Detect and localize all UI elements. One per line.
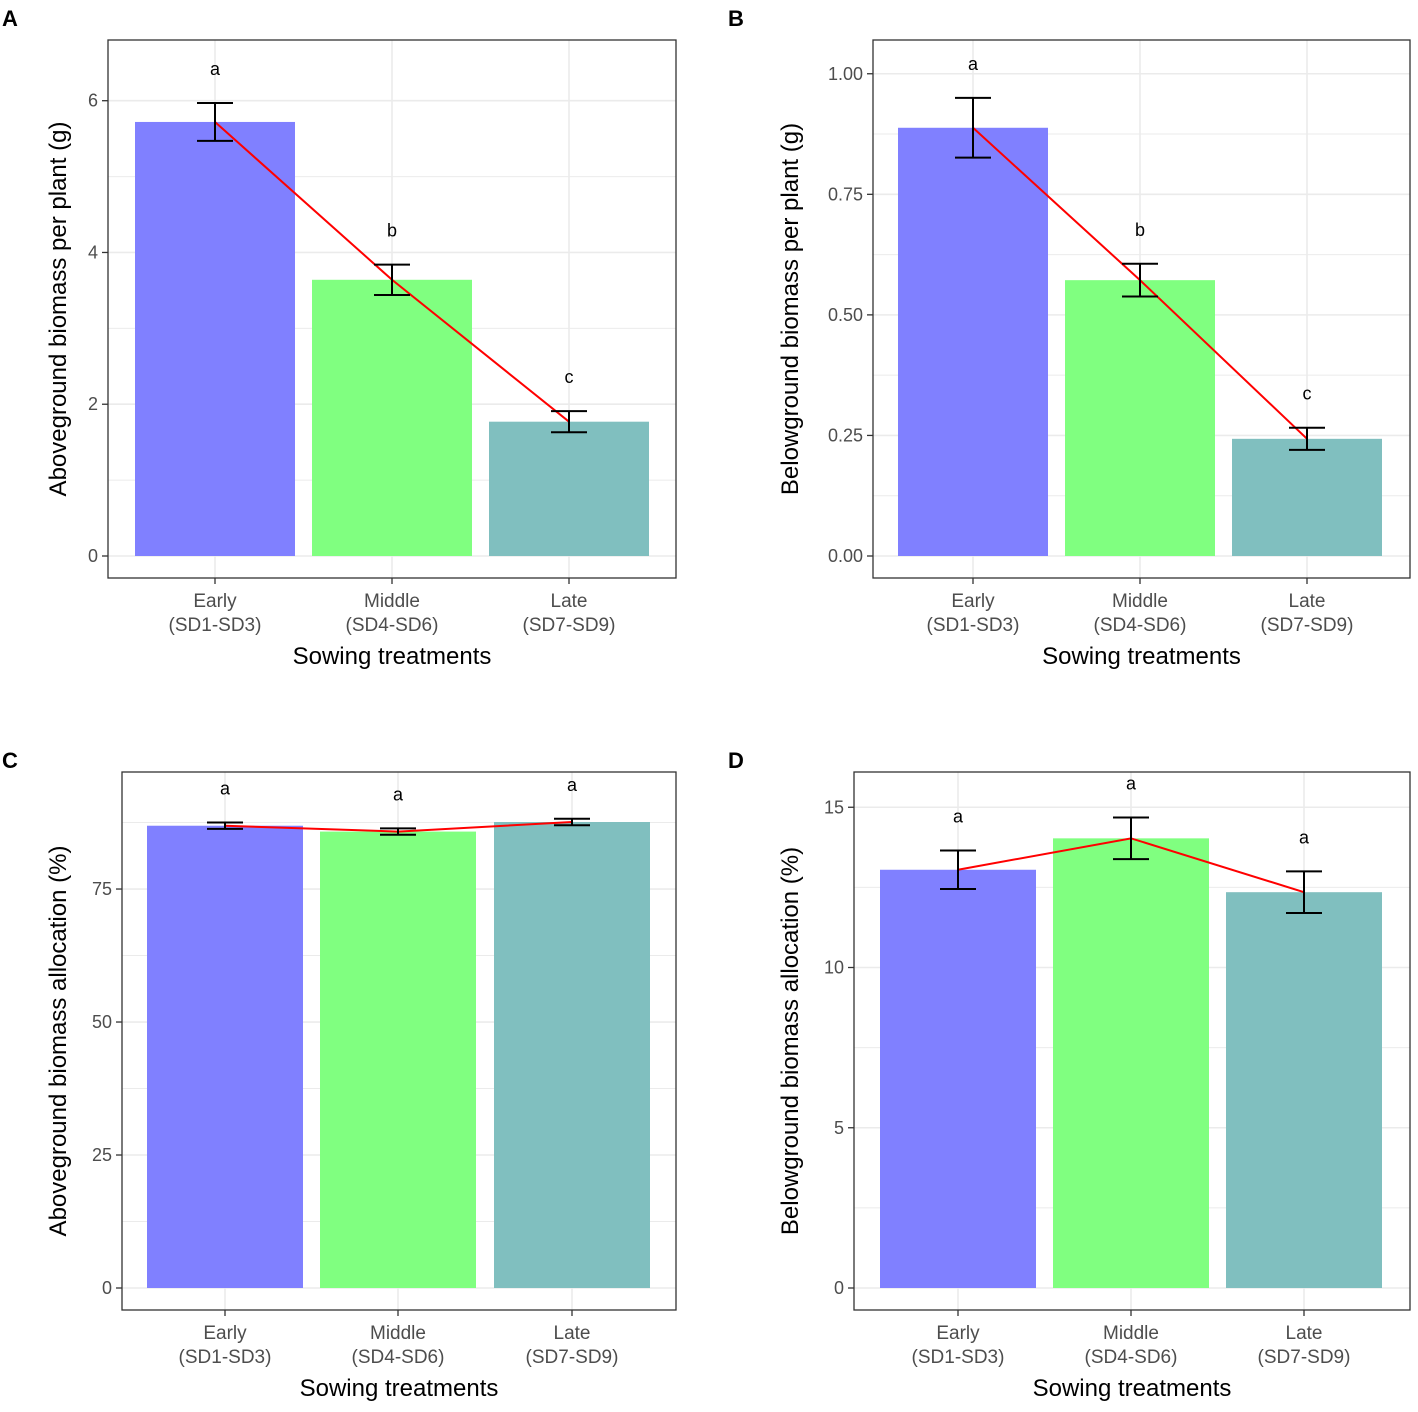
x-tick-sublabel: (SD1-SD3) [927, 615, 1020, 636]
x-tick-sublabel: (SD1-SD3) [169, 615, 262, 636]
x-tick-sublabel: (SD7-SD9) [1261, 615, 1354, 636]
bar-middle [320, 831, 476, 1288]
bar-early [898, 127, 1048, 557]
y-tick-label: 75 [92, 879, 112, 899]
y-tick-label: 0.25 [828, 425, 863, 445]
error-bar [197, 101, 233, 142]
y-axis-title: Aboveground biomass allocation (%) [45, 846, 72, 1237]
x-tick-label: Late [1289, 591, 1326, 612]
y-tick-label: 0 [88, 546, 98, 566]
panel-c: Ca a a 0 25 50 75 Early (SD1-SD3) Middle (SD4-SD6)… [2, 748, 677, 1402]
bar-middle [1065, 280, 1215, 556]
x-tick-label: Early [936, 1323, 980, 1344]
bar-late [489, 421, 649, 556]
bar-late [494, 822, 650, 1288]
x-tick-sublabel: (SD7-SD9) [1258, 1347, 1351, 1368]
panel-border [853, 771, 1411, 1311]
error-bar [940, 849, 976, 890]
x-tick-label: Early [203, 1323, 247, 1344]
x-tick-sublabel: (SD1-SD3) [179, 1347, 272, 1368]
significance-label: a [1126, 774, 1137, 794]
panel-border [121, 771, 677, 1311]
x-tick-sublabel: (SD7-SD9) [526, 1347, 619, 1368]
y-tick-label: 4 [88, 242, 98, 262]
x-tick-label: Middle [370, 1323, 426, 1344]
significance-label: a [1299, 827, 1310, 847]
y-tick-label: 2 [88, 394, 98, 414]
panel-border [872, 39, 1411, 579]
y-tick-label: 0.00 [828, 546, 863, 566]
y-tick-label: 0 [102, 1278, 112, 1298]
y-tick-label: 1.00 [828, 64, 863, 84]
error-bar [380, 827, 416, 836]
x-tick-label: Late [1286, 1323, 1323, 1344]
x-axis-title: Sowing treatments [293, 643, 492, 670]
y-axis-title: Belowground biomass allocation (%) [777, 847, 804, 1235]
y-tick-label: 0.75 [828, 184, 863, 204]
x-tick-label: Middle [364, 591, 420, 612]
error-bar [207, 821, 243, 830]
significance-label: a [210, 59, 221, 79]
x-tick-label: Early [193, 591, 237, 612]
panel-b: Ba b c 0.00 0.25 0.50 0.75 1.00 Early (SD1-SD3) Mi… [728, 6, 1411, 670]
panel-a: Aa b c 0 2 4 6 Early (SD1-SD3) Middle (SD4-SD6) Lat… [2, 6, 677, 670]
bar-late [1226, 892, 1382, 1288]
x-tick-sublabel: (SD4-SD6) [352, 1347, 445, 1368]
significance-label: a [393, 784, 404, 804]
error-bar [551, 410, 587, 434]
y-axis-title: Aboveground biomass per plant (g) [45, 122, 72, 497]
x-tick-label: Middle [1103, 1323, 1159, 1344]
x-tick-label: Late [554, 1323, 591, 1344]
y-tick-label: 50 [92, 1012, 112, 1032]
significance-label: a [567, 775, 578, 795]
bar-middle [1053, 838, 1209, 1288]
x-tick-label: Early [951, 591, 995, 612]
x-tick-sublabel: (SD4-SD6) [346, 615, 439, 636]
significance-label: c [565, 367, 574, 387]
x-tick-label: Middle [1112, 591, 1168, 612]
bar-early [880, 869, 1036, 1288]
x-tick-sublabel: (SD1-SD3) [912, 1347, 1005, 1368]
panel-label: B [728, 6, 744, 31]
significance-label: c [1303, 384, 1312, 404]
panel-label: D [728, 748, 744, 773]
error-bar [374, 263, 410, 296]
x-tick-label: Late [551, 591, 588, 612]
panel-label: A [2, 6, 18, 31]
bar-middle [312, 279, 472, 556]
y-tick-label: 0 [834, 1278, 844, 1298]
error-bar [1289, 426, 1325, 451]
y-tick-label: 0.50 [828, 305, 863, 325]
error-bar [1286, 870, 1322, 915]
error-bar [1113, 816, 1149, 861]
y-tick-label: 25 [92, 1145, 112, 1165]
significance-label: a [968, 54, 979, 74]
x-axis-title: Sowing treatments [1042, 643, 1241, 670]
y-tick-label: 15 [824, 797, 844, 817]
y-tick-label: 6 [88, 91, 98, 111]
bar-early [135, 121, 295, 556]
x-tick-sublabel: (SD4-SD6) [1094, 615, 1187, 636]
significance-label: a [220, 779, 231, 799]
y-tick-label: 10 [824, 958, 844, 978]
panel-label: C [2, 748, 18, 773]
bar-late [1232, 438, 1382, 556]
error-bar [1122, 262, 1158, 298]
y-axis-title: Belowground biomass per plant (g) [777, 123, 804, 495]
x-axis-title: Sowing treatments [300, 1375, 499, 1402]
significance-label: b [387, 221, 397, 241]
bar-early [147, 825, 303, 1288]
error-bar [554, 817, 590, 827]
x-axis-title: Sowing treatments [1033, 1375, 1232, 1402]
significance-label: b [1135, 220, 1145, 240]
x-tick-sublabel: (SD7-SD9) [523, 615, 616, 636]
error-bar [955, 96, 991, 159]
panel-d: Da a a 0 5 10 15 Early (SD1-SD3) Middle (SD4-SD6) L… [728, 748, 1411, 1402]
significance-label: a [953, 807, 964, 827]
x-tick-sublabel: (SD4-SD6) [1085, 1347, 1178, 1368]
y-tick-label: 5 [834, 1118, 844, 1138]
